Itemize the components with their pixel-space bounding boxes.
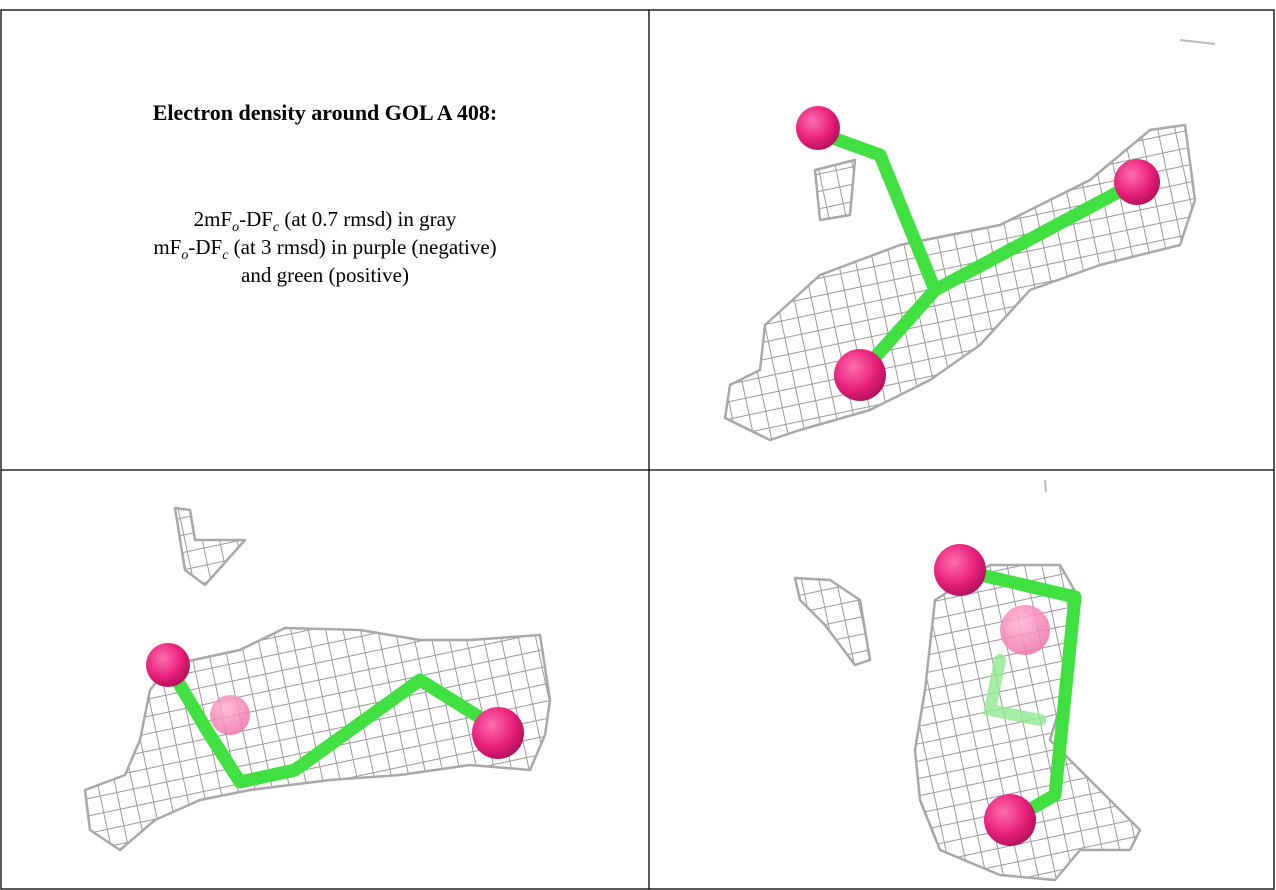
- body: Electron density around GOL A 408: 2mFo-…: [0, 0, 1276, 890]
- caption-text: mF: [153, 235, 181, 259]
- caption-text: and green (positive): [241, 263, 409, 287]
- structure-view-1: [725, 40, 1215, 440]
- caption-text: -DF: [239, 207, 273, 231]
- subscript: o: [181, 248, 188, 263]
- caption-line: 2mFo-DFc (at 0.7 rmsd) in gray: [194, 207, 457, 235]
- caption-text: 2mF: [194, 207, 233, 231]
- subscript: o: [232, 220, 239, 235]
- caption-title: Electron density around GOL A 408:: [153, 100, 498, 125]
- page: Electron density figure {"caption": { "t…: [0, 0, 1276, 890]
- structure-view-2: [85, 508, 550, 850]
- structure-view-3: [795, 480, 1140, 880]
- caption-text: -DF: [188, 235, 222, 259]
- caption-text: (at 0.7 rmsd) in gray: [279, 207, 457, 231]
- caption-line: mFo-DFc (at 3 rmsd) in purple (negative): [153, 235, 496, 263]
- figure: Electron density around GOL A 408: 2mFo-…: [0, 0, 1276, 890]
- caption-text: (at 3 rmsd) in purple (negative): [228, 235, 496, 259]
- caption-line: and green (positive): [241, 263, 409, 287]
